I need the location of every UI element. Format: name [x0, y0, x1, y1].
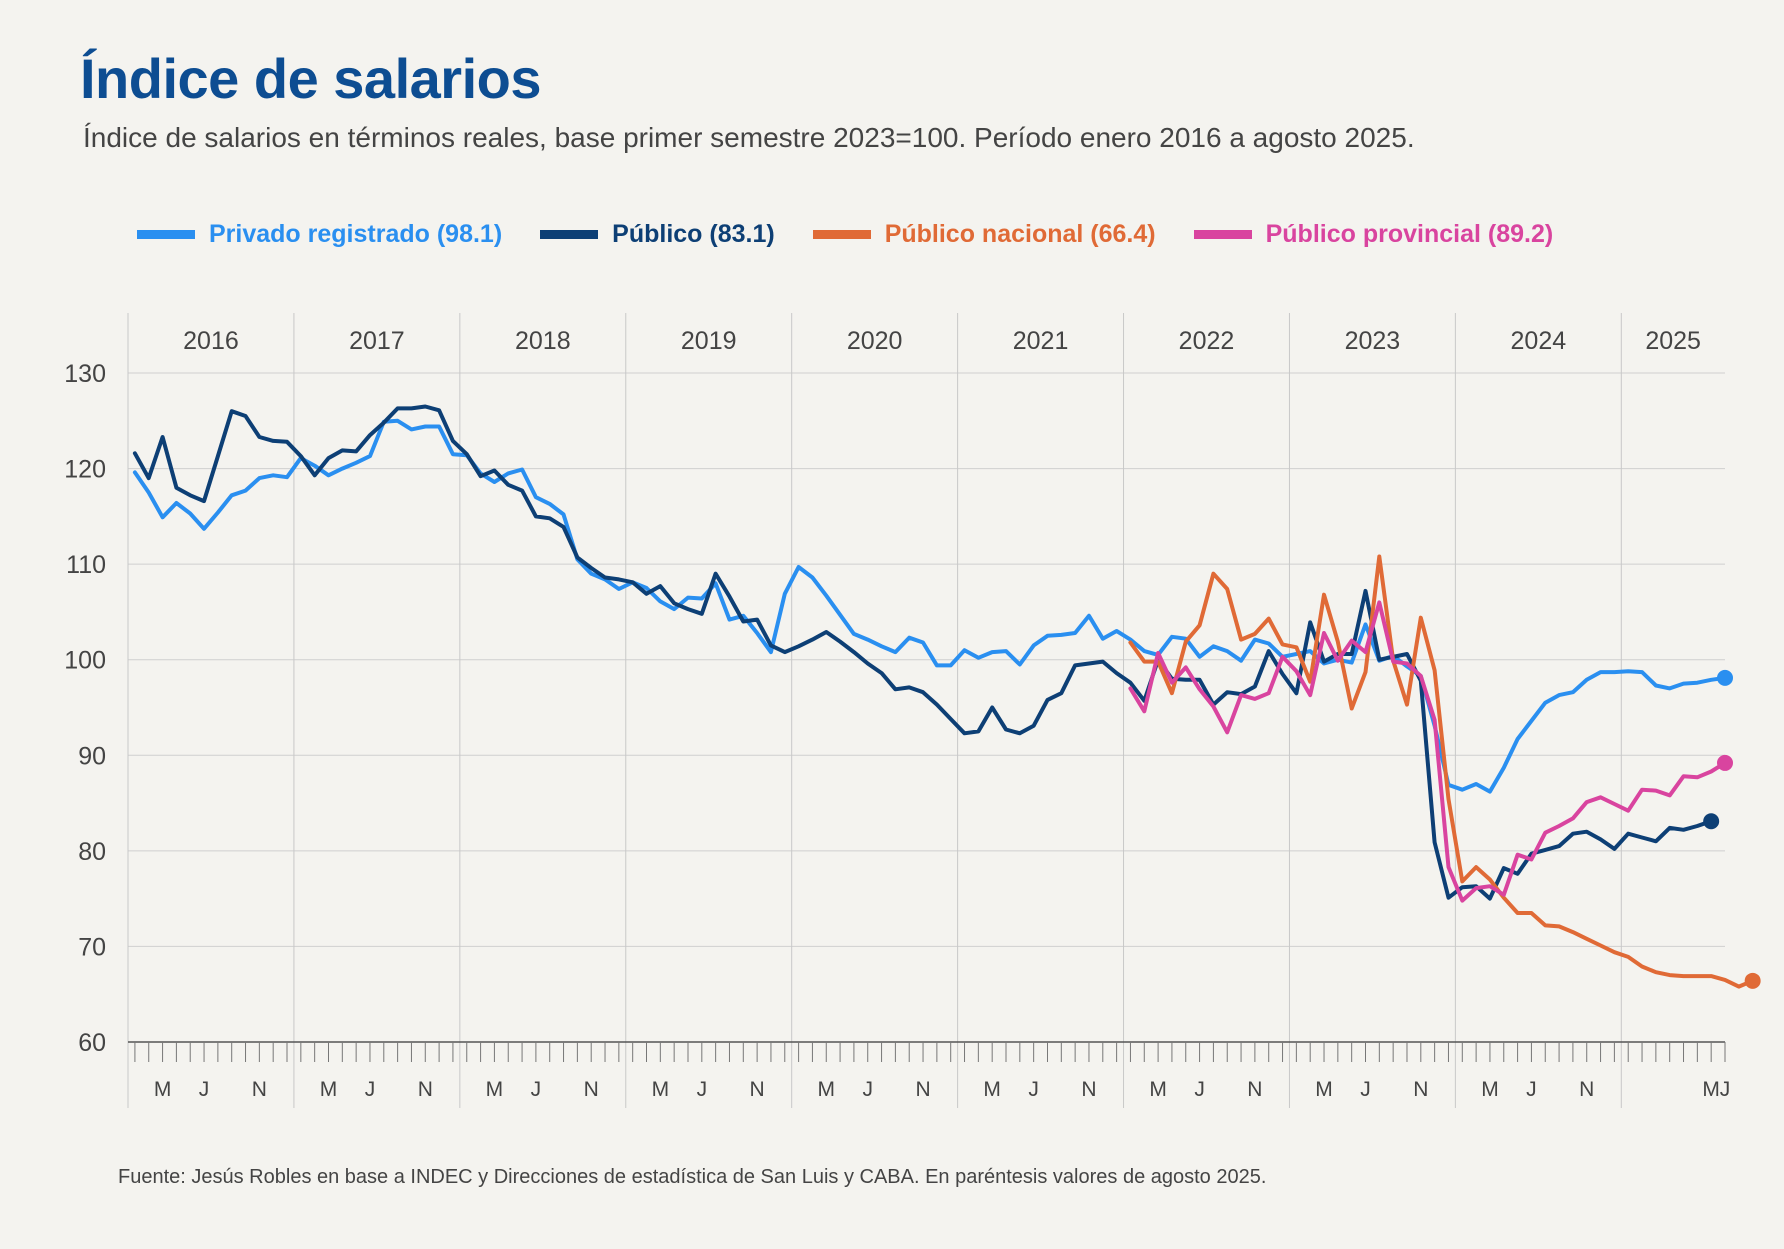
y-tick-label-70: 70: [78, 933, 106, 961]
x-tick-label: J: [1526, 1078, 1537, 1101]
x-tick-label: J: [1720, 1078, 1731, 1101]
legend-label-publico-nacional: Público nacional (66.4): [884, 220, 1156, 248]
year-label-2019: 2019: [681, 327, 737, 355]
x-tick-label: N: [1081, 1078, 1096, 1101]
y-tick-label-110: 110: [66, 551, 106, 579]
year-label-2025: 2025: [1645, 327, 1701, 355]
y-tick-label-80: 80: [78, 838, 106, 866]
x-tick-label: M: [1702, 1078, 1720, 1101]
legend-swatch-publico-provincial: [1193, 230, 1252, 239]
end-marker-publico: [1703, 813, 1720, 830]
x-tick-label: N: [1579, 1078, 1594, 1101]
x-tick-label: J: [531, 1078, 542, 1101]
legend-item-publico-provincial: Público provincial (89.2): [1193, 220, 1554, 249]
chart-title: Índice de salarios: [80, 47, 541, 110]
x-tick-label: N: [418, 1078, 433, 1101]
year-label-2021: 2021: [1013, 327, 1069, 355]
year-label-2016: 2016: [183, 327, 239, 355]
x-tick-label: N: [915, 1078, 930, 1101]
y-tick-label-130: 130: [64, 360, 106, 388]
x-tick-label: M: [1149, 1078, 1167, 1101]
chart-subtitle: Índice de salarios en términos reales, b…: [83, 122, 1415, 153]
series-line-publico: [132, 404, 1714, 901]
end-marker-publico-nacional: [1744, 972, 1761, 989]
legend-label-publico: Público (83.1): [612, 220, 775, 248]
x-tick-label: N: [1247, 1078, 1262, 1101]
legend-label-publico-provincial: Público provincial (89.2): [1265, 220, 1554, 248]
x-tick-label: N: [252, 1078, 267, 1101]
series-line-publico-nacional: [1128, 554, 1755, 989]
year-label-2023: 2023: [1345, 327, 1401, 355]
x-tick-label: M: [652, 1078, 670, 1101]
legend-swatch-publico-nacional: [812, 230, 871, 239]
x-tick-label: J: [1194, 1078, 1205, 1101]
x-tick-label: J: [1028, 1078, 1039, 1101]
x-tick-label: J: [1360, 1078, 1371, 1101]
legend-item-publico: Público (83.1): [540, 220, 775, 249]
x-tick-label: M: [1315, 1078, 1333, 1101]
year-label-2018: 2018: [515, 327, 571, 355]
legend-swatch-privado: [137, 230, 195, 239]
y-tick-label-120: 120: [64, 456, 106, 484]
x-tick-label: J: [862, 1078, 873, 1101]
chart-legend: Privado registrado (98.1) Público (83.1)…: [137, 220, 1553, 249]
series-line-privado: [132, 418, 1727, 794]
x-tick-label: N: [1413, 1078, 1428, 1101]
x-tick-label: M: [486, 1078, 504, 1101]
legend-item-privado: Privado registrado (98.1): [137, 220, 502, 249]
series-line-publico-provincial: [1128, 600, 1727, 903]
year-label-2017: 2017: [349, 327, 405, 355]
y-tick-label-60: 60: [78, 1029, 106, 1057]
year-label-2020: 2020: [847, 327, 903, 355]
x-tick-label: M: [154, 1078, 172, 1101]
x-tick-label: N: [584, 1078, 599, 1101]
x-tick-label: M: [818, 1078, 836, 1101]
x-tick-label: J: [697, 1078, 708, 1101]
legend-swatch-publico: [540, 230, 599, 239]
legend-item-publico-nacional: Público nacional (66.4): [812, 220, 1156, 249]
x-tick-label: J: [365, 1078, 376, 1101]
x-tick-label: N: [750, 1078, 765, 1101]
x-tick-label: M: [1481, 1078, 1499, 1101]
y-tick-label-100: 100: [64, 647, 106, 675]
source-note: Fuente: Jesús Robles en base a INDEC y D…: [118, 1166, 1267, 1188]
x-tick-label: M: [320, 1078, 338, 1101]
year-label-2024: 2024: [1511, 327, 1567, 355]
x-tick-label: M: [983, 1078, 1001, 1101]
legend-label-privado: Privado registrado (98.1): [209, 220, 503, 248]
end-marker-privado: [1717, 669, 1733, 686]
end-marker-publico-provincial: [1717, 754, 1733, 771]
year-label-2022: 2022: [1179, 327, 1235, 355]
x-tick-label: J: [199, 1078, 210, 1101]
y-tick-label-90: 90: [78, 742, 106, 770]
